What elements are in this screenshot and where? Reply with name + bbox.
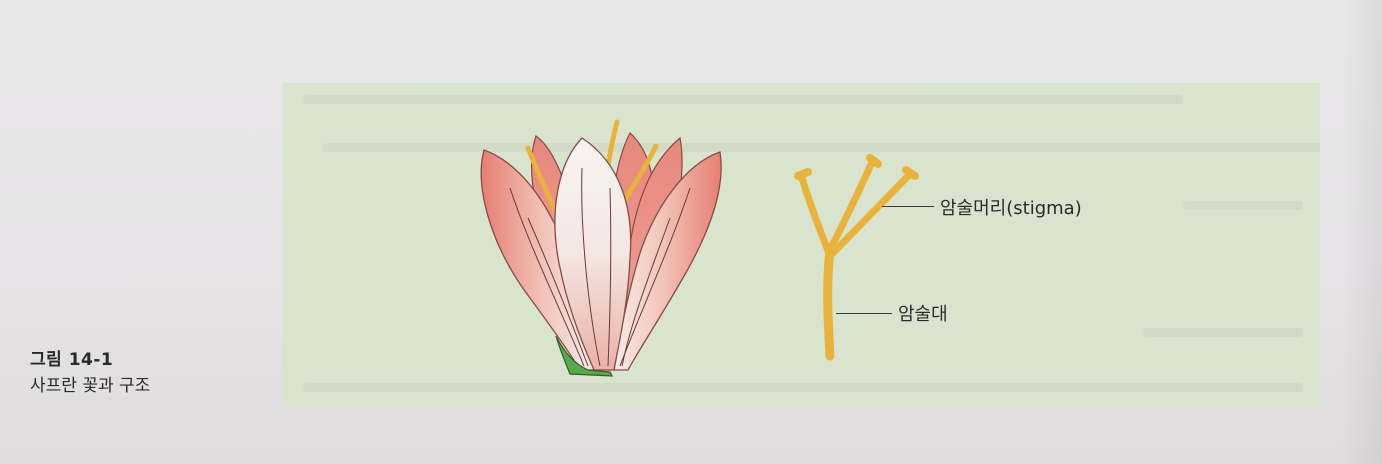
style-leader-line bbox=[836, 313, 892, 314]
style-label: 암술대 bbox=[898, 304, 948, 325]
figure-panel bbox=[283, 83, 1320, 408]
figure-caption: 그림 14-1 사프란 꽃과 구조 bbox=[30, 349, 150, 398]
stigma-label: 암술머리(stigma) bbox=[940, 198, 1082, 219]
pistil-illustration bbox=[794, 154, 919, 361]
page-edge-shadow bbox=[1342, 0, 1382, 464]
saffron-flower-illustration bbox=[480, 119, 722, 377]
figure-title: 사프란 꽃과 구조 bbox=[30, 376, 151, 396]
figure-number: 그림 14-1 bbox=[30, 350, 114, 370]
stigma-leader-line bbox=[882, 206, 934, 207]
